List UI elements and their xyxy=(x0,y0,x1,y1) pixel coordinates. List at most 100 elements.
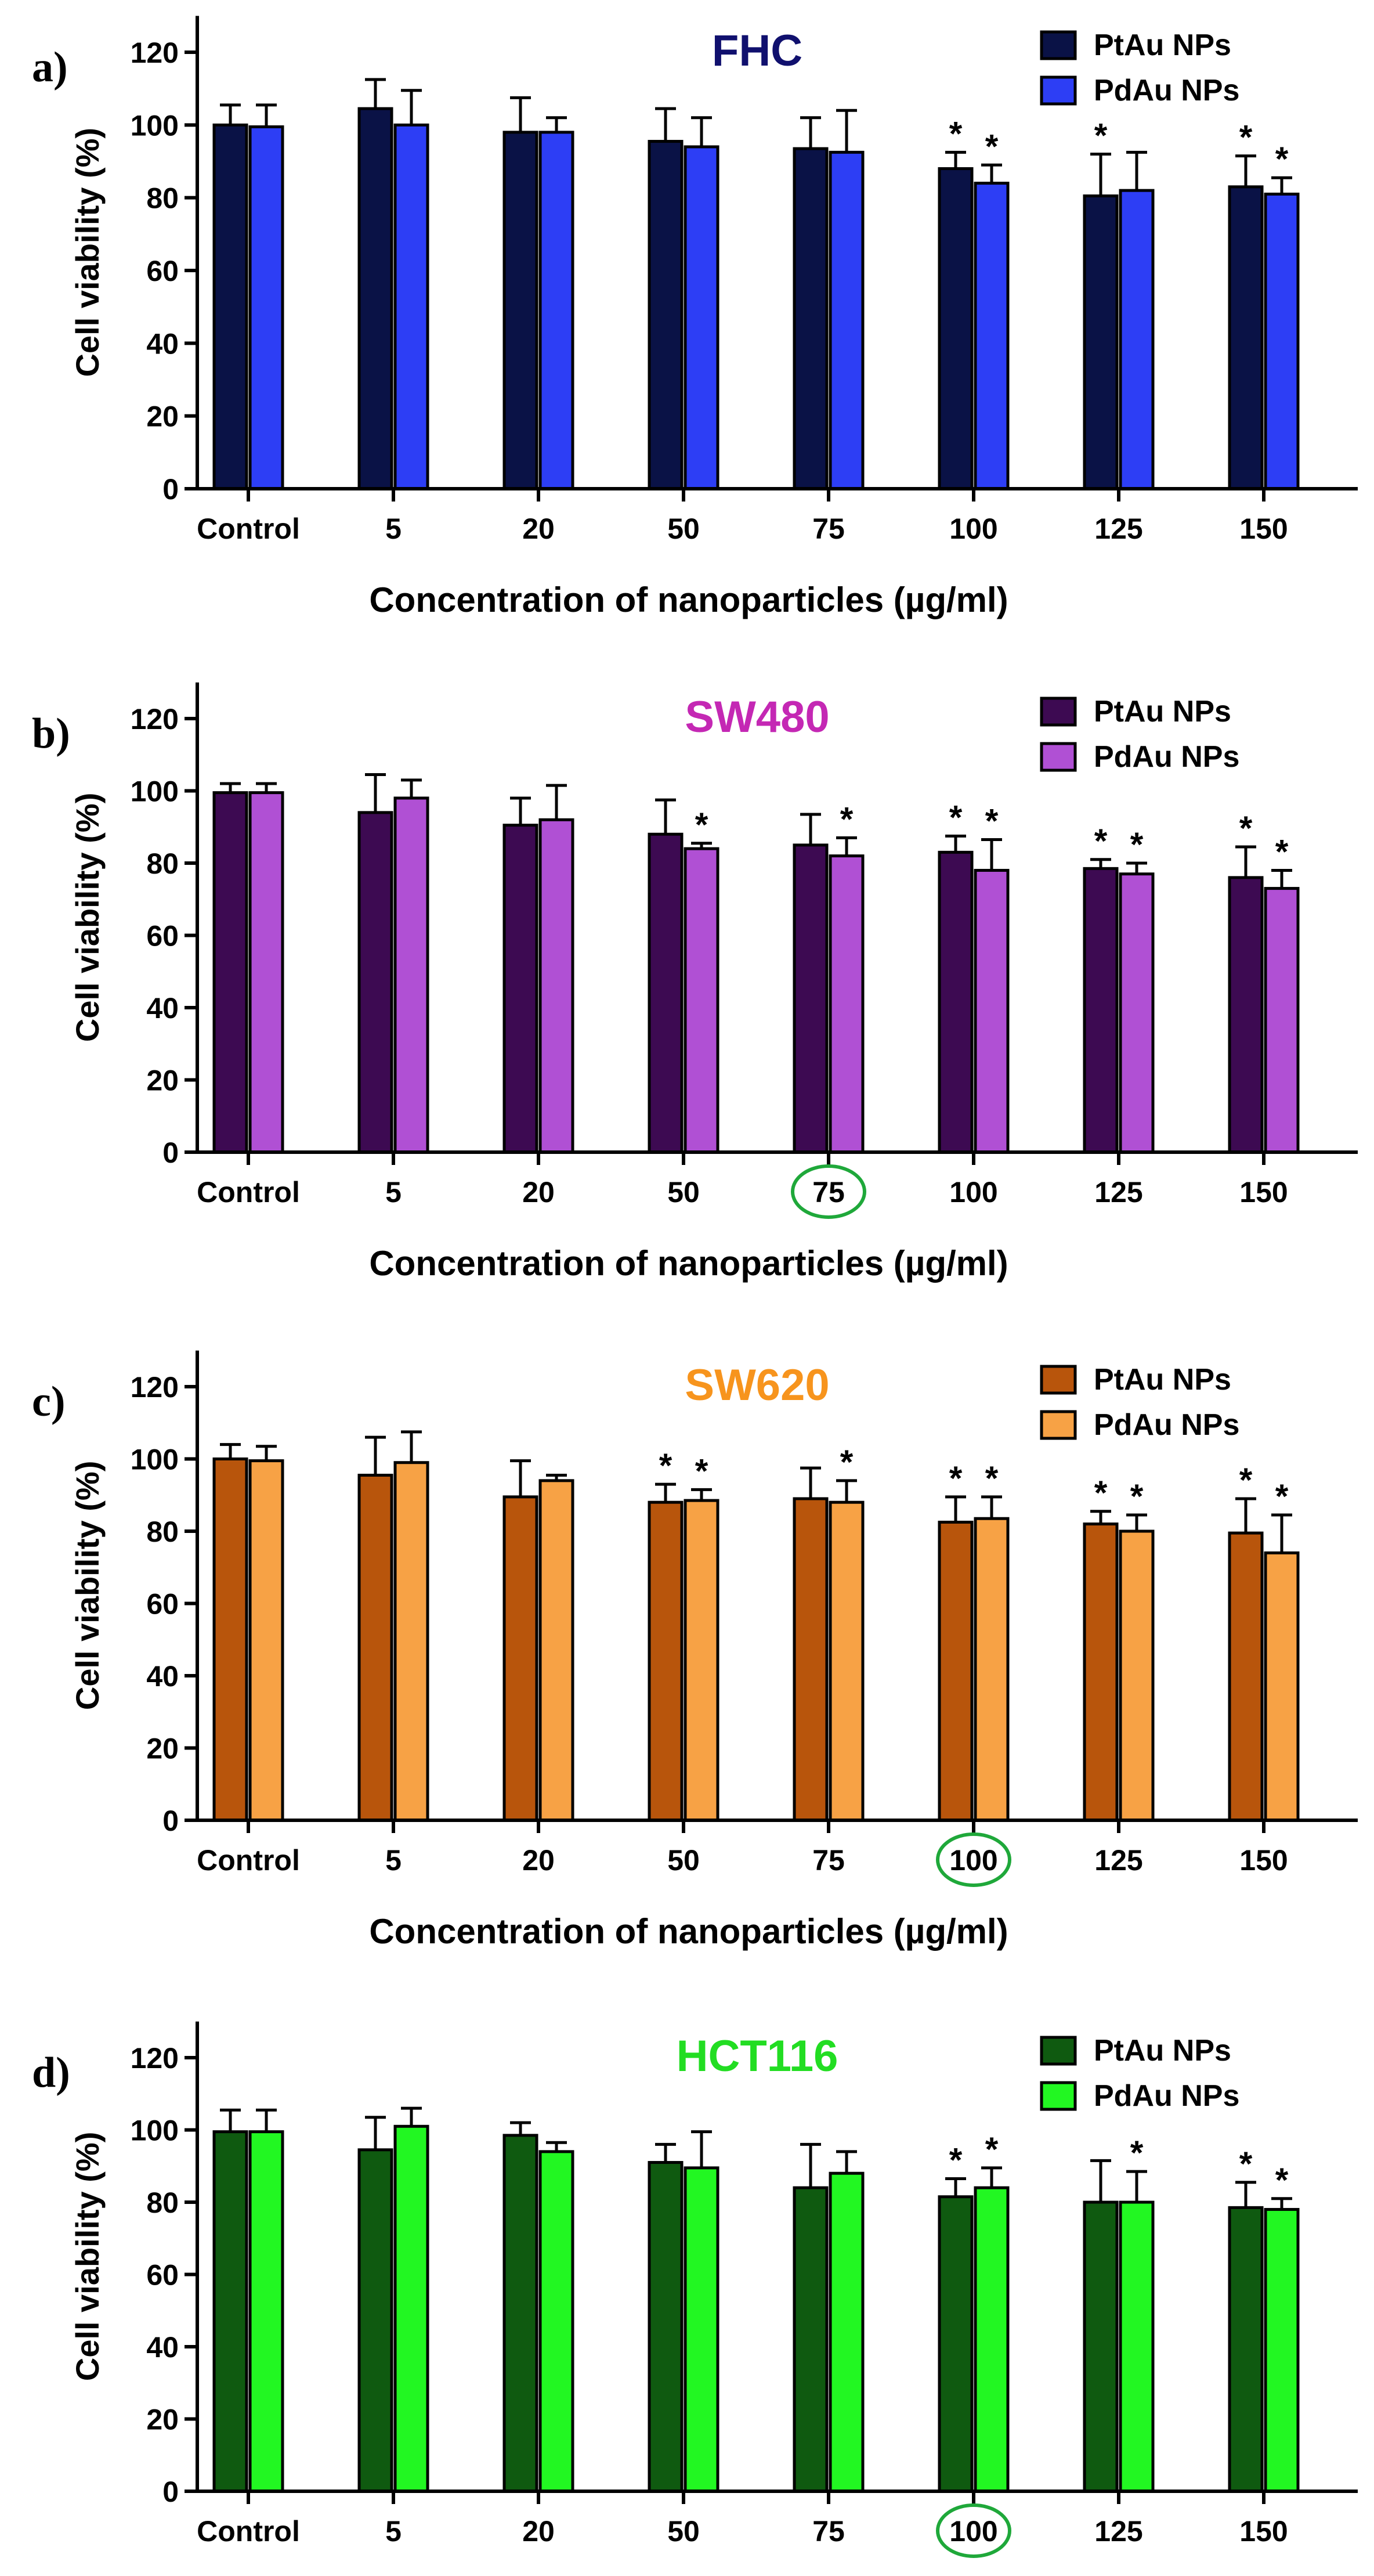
x-tick-label: 50 xyxy=(667,1176,700,1208)
x-tick-label: 75 xyxy=(812,1176,845,1208)
bar-ptau xyxy=(793,147,829,490)
bar-ptau xyxy=(793,1497,829,1822)
bar-pdau xyxy=(684,145,719,490)
y-tick-label: 80 xyxy=(146,1516,179,1548)
significance-star: * xyxy=(1239,1462,1253,1499)
bar-ptau xyxy=(938,167,974,490)
y-axis-label: Cell viability (%) xyxy=(69,1461,106,1710)
y-tick-label: 120 xyxy=(131,703,179,735)
bar-ptau xyxy=(1228,876,1264,1154)
bar-pdau xyxy=(1119,2200,1155,2493)
bar-ptau xyxy=(648,2161,684,2493)
y-tick-label: 0 xyxy=(162,1805,179,1837)
x-tick-label: 5 xyxy=(385,1176,402,1208)
legend-swatch xyxy=(1040,1365,1077,1395)
bar-pdau xyxy=(1264,887,1300,1154)
bar-ptau xyxy=(1083,867,1119,1154)
chart-title: FHC xyxy=(712,26,802,75)
panel-label: a) xyxy=(32,44,68,91)
bar-pdau xyxy=(1264,2207,1300,2493)
x-axis-label: Concentration of nanoparticles (µg/ml) xyxy=(369,1912,1008,1951)
x-tick-label: 100 xyxy=(949,1844,997,1877)
bar-pdau xyxy=(829,150,865,490)
y-axis-label: Cell viability (%) xyxy=(69,2132,106,2381)
bar-pdau xyxy=(538,1479,574,1822)
bar-pdau xyxy=(829,854,865,1154)
bar-pdau xyxy=(829,2171,865,2493)
x-tick-label: 150 xyxy=(1239,513,1288,545)
highlight-circle xyxy=(791,1164,866,1219)
chart-title: SW620 xyxy=(685,1361,829,1410)
bar-ptau xyxy=(648,832,684,1154)
panel-label: d) xyxy=(32,2049,70,2097)
bar-pdau xyxy=(974,868,1010,1154)
legend-label: PtAu NPs xyxy=(1094,2034,1231,2068)
legend-swatch xyxy=(1040,75,1077,106)
bar-ptau xyxy=(793,843,829,1154)
bar-ptau xyxy=(938,850,974,1154)
y-tick-label: 60 xyxy=(146,2259,179,2292)
x-tick-label: Control xyxy=(197,1176,300,1208)
x-tick-label: 125 xyxy=(1094,1844,1142,1877)
significance-star: * xyxy=(1094,822,1108,860)
y-tick-label: 80 xyxy=(146,182,179,215)
x-tick-label: 150 xyxy=(1239,1844,1288,1877)
bar-pdau xyxy=(684,1499,719,1822)
y-tick-label: 60 xyxy=(146,1588,179,1621)
significance-star: * xyxy=(1239,119,1253,157)
bar-ptau xyxy=(1228,1531,1264,1822)
y-tick-label: 100 xyxy=(131,2115,179,2147)
x-tick-label: 20 xyxy=(522,1176,555,1208)
x-tick-label: 75 xyxy=(812,513,845,545)
panel-label: b) xyxy=(32,710,70,757)
significance-star: * xyxy=(1130,2134,1144,2172)
significance-star: * xyxy=(1094,1474,1108,1512)
y-tick-label: 20 xyxy=(146,1733,179,1765)
panel-label: c) xyxy=(32,1378,66,1426)
y-tick-label: 120 xyxy=(131,1371,179,1404)
legend-label: PtAu NPs xyxy=(1094,1363,1231,1397)
significance-star: * xyxy=(659,1447,672,1485)
chart-panel-d: d) HCT116 * * * * * 0 20 40 60 80 100 120 Control 5 20 50… xyxy=(32,2021,1358,2558)
bar-ptau xyxy=(1083,194,1119,490)
bar-ptau xyxy=(357,1474,393,1822)
bar-pdau xyxy=(248,2130,284,2493)
bar-ptau xyxy=(357,811,393,1154)
significance-star: * xyxy=(1275,140,1289,178)
x-tick-label: 50 xyxy=(667,2515,700,2548)
bar-pdau xyxy=(538,2150,574,2493)
x-axis-label: Concentration of nanoparticles (µg/ml) xyxy=(369,580,1008,619)
y-tick-label: 40 xyxy=(146,2331,179,2364)
legend-label: PdAu NPs xyxy=(1094,1408,1239,1442)
significance-star: * xyxy=(1239,810,1253,847)
significance-star: * xyxy=(840,1444,854,1481)
y-tick-label: 60 xyxy=(146,920,179,953)
significance-star: * xyxy=(1130,1478,1144,1516)
bar-pdau xyxy=(248,791,284,1154)
chart-panel-c: c) SW620 * * * * * * * * * 0 20 40 60 80 100 120 Control 5 2… xyxy=(32,1350,1358,1951)
bar-pdau xyxy=(829,1500,865,1822)
y-tick-label: 0 xyxy=(162,473,179,506)
significance-star: * xyxy=(985,128,999,165)
bar-ptau xyxy=(502,2134,538,2493)
x-tick-label: 125 xyxy=(1094,513,1142,545)
x-tick-label: 75 xyxy=(812,2515,845,2548)
y-tick-label: 120 xyxy=(131,2042,179,2074)
bar-pdau xyxy=(1264,192,1300,490)
significance-star: * xyxy=(1275,2162,1289,2199)
x-tick-label: Control xyxy=(197,2515,300,2548)
bar-pdau xyxy=(974,1517,1010,1822)
x-tick-label: 125 xyxy=(1094,1176,1142,1208)
x-tick-label: 150 xyxy=(1239,1176,1288,1208)
x-tick-label: 100 xyxy=(949,513,997,545)
y-tick-label: 20 xyxy=(146,401,179,433)
bar-ptau xyxy=(1228,2206,1264,2493)
legend-label: PdAu NPs xyxy=(1094,740,1239,774)
bar-pdau xyxy=(1119,189,1155,490)
legend-swatch xyxy=(1040,2081,1077,2111)
bar-ptau xyxy=(938,1520,974,1822)
significance-star: * xyxy=(949,2142,963,2180)
x-tick-label: 5 xyxy=(385,513,402,545)
x-tick-label: 5 xyxy=(385,1844,402,1877)
bar-pdau xyxy=(1264,1551,1300,1822)
